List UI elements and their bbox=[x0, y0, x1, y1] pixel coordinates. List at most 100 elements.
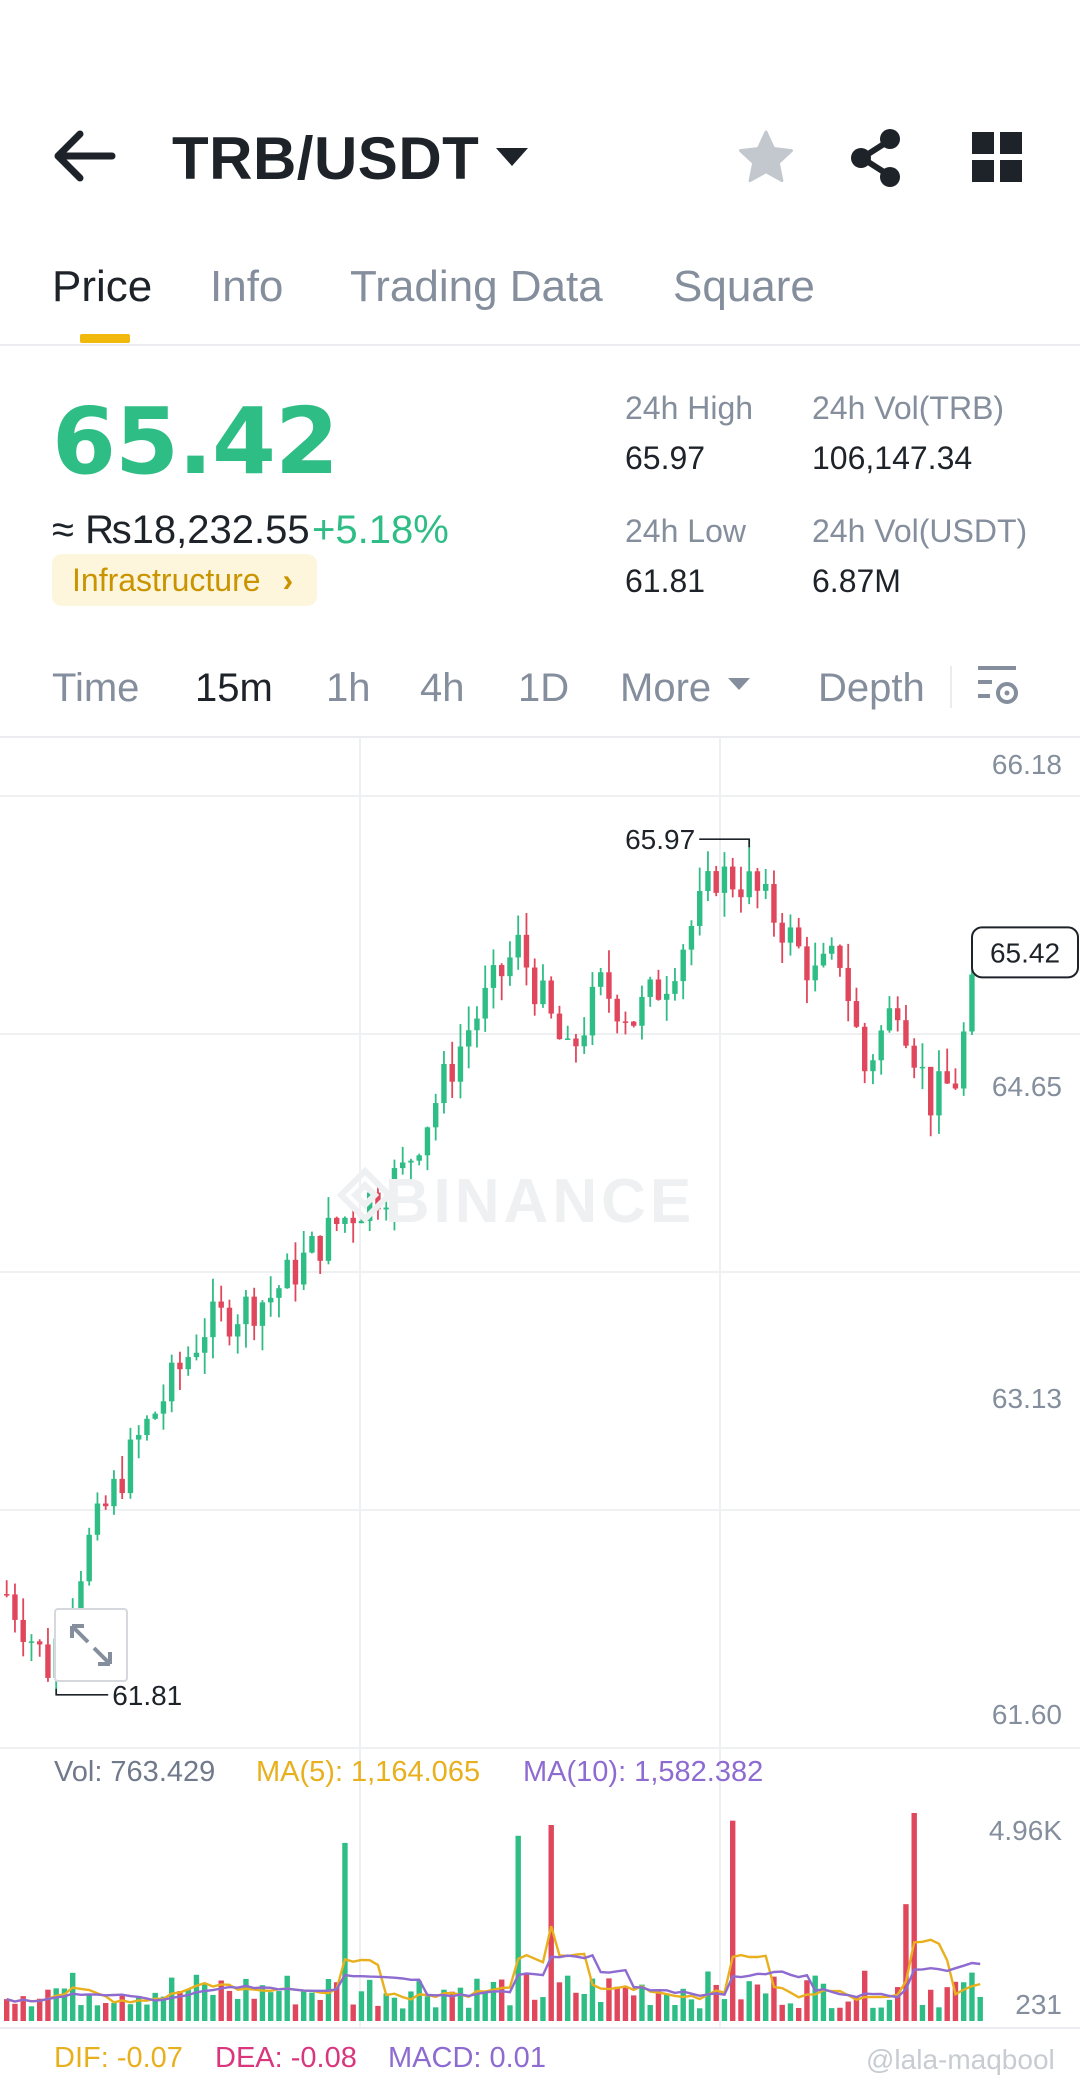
candle bbox=[441, 1051, 447, 1114]
candle-body bbox=[713, 871, 719, 893]
volume-bar bbox=[614, 1986, 620, 2021]
candle-body bbox=[383, 1207, 389, 1210]
candle bbox=[573, 1033, 579, 1063]
candle-body bbox=[136, 1435, 142, 1440]
volume-bar bbox=[969, 1972, 975, 2021]
candle bbox=[532, 958, 538, 1016]
candle bbox=[862, 1022, 868, 1084]
candle-body bbox=[845, 967, 851, 1002]
volume-bar bbox=[779, 2004, 785, 2021]
pair-title[interactable]: TRB/USDT bbox=[172, 125, 480, 192]
tab-info[interactable]: Info bbox=[210, 262, 284, 311]
active-tab-indicator bbox=[80, 334, 130, 343]
volume-bar bbox=[812, 1975, 818, 2021]
share-icon[interactable] bbox=[848, 128, 904, 188]
category-tag-label: Infrastructure bbox=[72, 562, 261, 598]
volume-bar bbox=[919, 2004, 926, 2021]
candle-body bbox=[771, 884, 777, 923]
volume-bar bbox=[78, 2005, 84, 2021]
volume-bar bbox=[284, 1975, 290, 2021]
volume-bar bbox=[94, 2005, 101, 2021]
candle-body bbox=[218, 1301, 224, 1308]
candle bbox=[631, 1021, 637, 1028]
candle bbox=[482, 965, 488, 1032]
volume-bar bbox=[647, 2004, 653, 2021]
depth-tab[interactable]: Depth bbox=[818, 666, 925, 710]
expand-chart-button[interactable] bbox=[54, 1608, 128, 1682]
category-tag[interactable]: Infrastructure › bbox=[52, 554, 318, 606]
candle-body bbox=[688, 925, 695, 950]
volume-tick-label: 4.96K bbox=[989, 1815, 1062, 1846]
volume-bar bbox=[317, 1999, 323, 2021]
chart-settings-icon[interactable] bbox=[976, 662, 1022, 708]
more-caret-icon[interactable] bbox=[728, 678, 750, 690]
candle-body bbox=[259, 1302, 266, 1326]
tab-trading-data[interactable]: Trading Data bbox=[350, 262, 603, 311]
volume-bar bbox=[482, 1992, 488, 2021]
candle bbox=[400, 1146, 406, 1175]
timeframe-15m[interactable]: 15m bbox=[195, 666, 273, 710]
volume-bar bbox=[119, 1996, 125, 2021]
candle bbox=[490, 949, 497, 1009]
ma10-line bbox=[6, 1953, 981, 2003]
candle bbox=[870, 1054, 876, 1085]
candle bbox=[449, 1041, 455, 1098]
volume-bar bbox=[903, 1904, 909, 2021]
candle-body bbox=[202, 1337, 208, 1353]
candle-body bbox=[424, 1127, 431, 1156]
volume-bar bbox=[358, 1991, 365, 2021]
volume-bar bbox=[499, 1979, 505, 2021]
dropdown-caret-icon[interactable] bbox=[496, 148, 528, 166]
candle bbox=[309, 1231, 315, 1254]
candle-body bbox=[754, 871, 761, 891]
chevron-right-icon: › bbox=[282, 562, 294, 598]
high-marker-label: 65.97 bbox=[625, 824, 695, 855]
candle-body bbox=[375, 1192, 381, 1210]
candle-body bbox=[490, 965, 497, 988]
macd-dif: DIF: -0.07 bbox=[54, 2042, 183, 2074]
candle-body bbox=[482, 987, 488, 1019]
candle-body bbox=[28, 1641, 35, 1643]
candle bbox=[185, 1346, 191, 1376]
back-arrow-icon[interactable] bbox=[52, 128, 116, 184]
candle bbox=[853, 987, 860, 1029]
candle bbox=[911, 1038, 917, 1079]
timeframe-time[interactable]: Time bbox=[52, 666, 140, 710]
candle bbox=[705, 851, 711, 902]
volume-bar bbox=[573, 1992, 579, 2021]
stat-vol-trb-value: 106,147.34 bbox=[812, 440, 973, 476]
stat-high-label: 24h High bbox=[625, 390, 754, 426]
candle-body bbox=[672, 981, 678, 994]
volume-bar bbox=[721, 1999, 728, 2021]
candle-body bbox=[185, 1357, 191, 1370]
candle bbox=[540, 964, 546, 1008]
candle-body bbox=[919, 1066, 926, 1069]
timeframe-more[interactable]: More bbox=[620, 666, 712, 710]
tab-price[interactable]: Price bbox=[52, 262, 153, 311]
tab-square[interactable]: Square bbox=[673, 262, 815, 311]
volume-bar bbox=[507, 2005, 513, 2021]
candle-body bbox=[779, 922, 785, 943]
volume-ma5-legend: MA(5): 1,164.065 bbox=[256, 1756, 481, 1788]
candle-body bbox=[598, 972, 604, 987]
candle bbox=[284, 1253, 290, 1289]
candle bbox=[28, 1634, 35, 1662]
volume-bar bbox=[342, 1842, 348, 2021]
volume-ma10-legend: MA(10): 1,582.382 bbox=[523, 1756, 764, 1788]
volume-bar bbox=[523, 1973, 530, 2021]
macd-dea: DEA: -0.08 bbox=[215, 2042, 357, 2074]
candle bbox=[928, 1066, 934, 1137]
candle-body bbox=[655, 979, 662, 1000]
timeframe-1h[interactable]: 1h bbox=[326, 666, 371, 710]
candle bbox=[210, 1278, 216, 1359]
candle bbox=[796, 917, 802, 949]
candle bbox=[152, 1411, 158, 1420]
grid-icon[interactable] bbox=[972, 132, 1022, 182]
timeframe-4h[interactable]: 4h bbox=[420, 666, 465, 710]
star-icon[interactable] bbox=[736, 128, 796, 188]
candle-body bbox=[210, 1301, 216, 1338]
candlestick-chart[interactable]: 65.97 61.81 65.42 66.18 64.65 63.13 61.60 4.96… bbox=[0, 738, 1080, 2081]
volume-bar bbox=[713, 1984, 719, 2021]
candle bbox=[556, 1005, 563, 1040]
timeframe-1d[interactable]: 1D bbox=[518, 666, 570, 710]
